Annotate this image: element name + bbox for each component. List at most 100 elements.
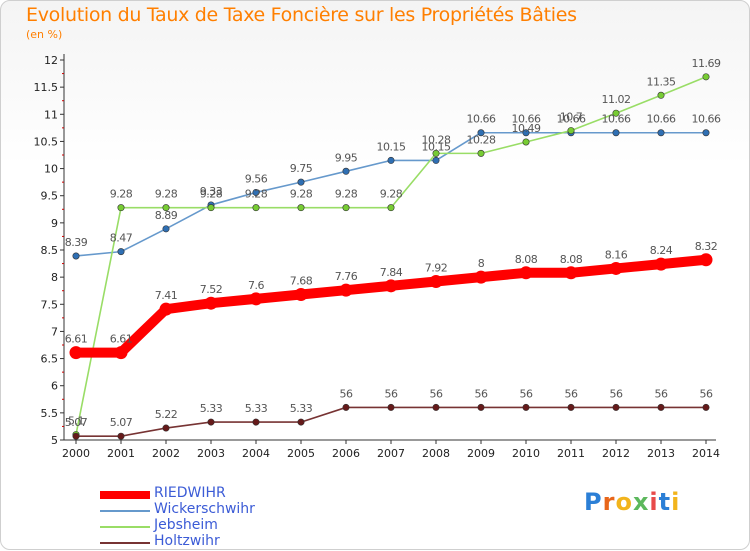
data-label: 9.56 xyxy=(245,172,268,185)
data-label: 7.41 xyxy=(155,289,178,302)
data-label: 56 xyxy=(655,387,668,400)
data-label: 5.33 xyxy=(290,402,313,415)
y-tick-label: 12 xyxy=(44,54,58,67)
data-point xyxy=(162,225,170,233)
x-tick-label: 2012 xyxy=(602,447,630,460)
data-label: 8.39 xyxy=(65,236,88,249)
data-point xyxy=(252,418,260,426)
data-point xyxy=(207,418,215,426)
legend-label: Holtzwihr xyxy=(154,533,220,549)
legend-label: Wickerschwihr xyxy=(154,501,255,517)
data-point xyxy=(477,129,485,137)
y-tick-label: 11.5 xyxy=(34,81,59,94)
data-point xyxy=(702,73,710,81)
data-label: 11.35 xyxy=(647,75,676,88)
x-tick-label: 2010 xyxy=(512,447,540,460)
data-label: 6.61 xyxy=(110,333,133,346)
data-point xyxy=(519,266,533,280)
data-point xyxy=(609,261,623,275)
x-tick-label: 2004 xyxy=(242,447,270,460)
data-point xyxy=(162,204,170,212)
data-label: 10.15 xyxy=(422,140,451,153)
data-label: 11.69 xyxy=(692,57,721,70)
data-point xyxy=(567,403,575,411)
data-point xyxy=(522,129,530,137)
logo-letter: r xyxy=(602,488,616,516)
proxiti-logo: Proxiti xyxy=(584,488,680,516)
data-label: 9.28 xyxy=(380,188,403,201)
x-tick-label: 2006 xyxy=(332,447,360,460)
data-label: 7.6 xyxy=(248,279,264,292)
data-label: 9.28 xyxy=(200,188,223,201)
data-label: 56 xyxy=(565,387,578,400)
data-point xyxy=(114,346,128,360)
data-label: 10.66 xyxy=(467,113,496,126)
x-tick-label: 2009 xyxy=(467,447,495,460)
data-point xyxy=(339,283,353,297)
data-label: 8 xyxy=(478,257,485,270)
data-point xyxy=(522,403,530,411)
data-point xyxy=(117,248,125,256)
data-label: 7.92 xyxy=(425,261,448,274)
y-tick-label: 11 xyxy=(44,108,58,121)
legend-label: Jebsheim xyxy=(154,517,218,533)
data-label: 9.95 xyxy=(335,151,358,164)
data-label: 10.66 xyxy=(647,113,676,126)
data-point xyxy=(567,127,575,135)
data-label: 9.28 xyxy=(155,188,178,201)
legend: RIEDWIHR Wickerschwihr Jebsheim Holtzwihr xyxy=(100,485,300,551)
data-label: 56 xyxy=(700,387,713,400)
data-point xyxy=(72,432,80,440)
data-label: 10.28 xyxy=(467,133,496,146)
data-label: 8.24 xyxy=(650,244,673,257)
data-label: 5.33 xyxy=(245,402,268,415)
data-point xyxy=(702,403,710,411)
data-label: 7.52 xyxy=(200,283,223,296)
data-point xyxy=(342,403,350,411)
data-point xyxy=(612,109,620,117)
legend-item-holtzwihr: Holtzwihr xyxy=(100,533,300,551)
data-point xyxy=(294,288,308,302)
data-point xyxy=(657,403,665,411)
data-label: 10.66 xyxy=(692,113,721,126)
y-tick-label: 10.5 xyxy=(34,135,59,148)
legend-swatch xyxy=(100,491,150,499)
data-point xyxy=(612,403,620,411)
legend-swatch xyxy=(100,526,150,528)
data-label: 9.28 xyxy=(290,188,313,201)
data-label: 10.66 xyxy=(557,113,586,126)
data-label: 10.49 xyxy=(512,122,541,135)
data-point xyxy=(249,292,263,306)
x-tick-label: 2014 xyxy=(692,447,720,460)
data-label: 8.47 xyxy=(110,232,133,245)
logo-letter: t xyxy=(658,488,672,516)
data-point xyxy=(69,346,83,360)
data-label: 8.89 xyxy=(155,209,178,222)
data-label: 56 xyxy=(340,387,353,400)
data-point xyxy=(477,403,485,411)
data-point xyxy=(252,188,260,196)
logo-letter: P xyxy=(584,488,603,516)
data-label: 9.33 xyxy=(200,185,223,198)
data-point xyxy=(612,129,620,137)
data-point xyxy=(117,204,125,212)
data-point xyxy=(342,204,350,212)
chart-subtitle: (en %) xyxy=(26,28,63,41)
data-point xyxy=(159,302,173,316)
x-tick-label: 2002 xyxy=(152,447,180,460)
data-point xyxy=(654,257,668,271)
x-tick-label: 2013 xyxy=(647,447,675,460)
data-label: 5.1 xyxy=(68,415,84,428)
data-point xyxy=(297,418,305,426)
data-point xyxy=(474,270,488,284)
data-label: 7.84 xyxy=(380,266,403,279)
data-label: 10.7 xyxy=(560,111,583,124)
data-label: 8.16 xyxy=(605,248,628,261)
data-point xyxy=(432,149,440,157)
data-label: 8.32 xyxy=(695,240,718,253)
data-point xyxy=(207,204,215,212)
y-tick-label: 6.5 xyxy=(41,353,59,366)
data-point xyxy=(384,279,398,293)
